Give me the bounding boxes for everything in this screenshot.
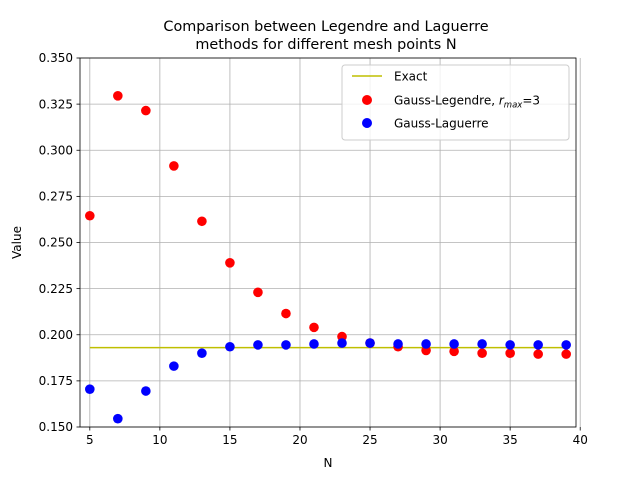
legend-legendre-label: Gauss-Legendre, rmax=3 (394, 94, 540, 111)
legendre-point (281, 308, 291, 319)
laguerre-point (533, 340, 543, 350)
legendre-point (309, 322, 319, 333)
y-tick-label: 0.275 (39, 190, 73, 204)
legendre-point (197, 216, 207, 227)
legendre-point (85, 210, 95, 221)
laguerre-point (365, 338, 375, 348)
x-tick-label: 30 (432, 433, 447, 447)
legendre-point (113, 91, 123, 101)
legendre-point (225, 257, 235, 268)
y-tick-label: 0.350 (39, 51, 73, 65)
laguerre-point (449, 339, 459, 349)
legend-exact-label: Exact (394, 70, 428, 84)
x-tick-label: 35 (503, 433, 518, 447)
laguerre-point (281, 340, 291, 350)
x-tick-label: 15 (222, 433, 237, 447)
legend-laguerre-marker (362, 118, 372, 128)
legendre-point (169, 161, 179, 171)
y-tick-label: 0.200 (39, 328, 73, 342)
x-axis-label: N (324, 456, 333, 470)
legend-legendre-sub: max (504, 101, 523, 111)
laguerre-point (421, 339, 431, 349)
laguerre-point (225, 341, 235, 352)
x-tick-label: 10 (152, 433, 167, 447)
laguerre-point (169, 361, 179, 371)
y-tick-label: 0.325 (39, 97, 73, 111)
y-tick-label: 0.225 (39, 282, 73, 296)
laguerre-point (253, 340, 263, 350)
y-tick-label: 0.150 (39, 420, 73, 434)
legend-legendre-marker (362, 95, 372, 105)
legend: Exact Gauss-Legendre, rmax=3 Gauss-Lague… (341, 64, 570, 141)
x-axis-ticks: 5 10 15 20 25 30 35 40 (86, 427, 588, 447)
laguerre-point (113, 413, 123, 424)
laguerre-point (141, 386, 151, 396)
legendre-point (505, 348, 515, 359)
laguerre-point (393, 339, 403, 349)
laguerre-point (85, 384, 95, 394)
legend-legendre-name: Gauss-Legendre, (394, 94, 499, 108)
laguerre-point (561, 340, 571, 350)
x-tick-label: 5 (86, 433, 94, 447)
legendre-point (533, 349, 543, 359)
laguerre-point (197, 348, 207, 359)
legendre-point (449, 346, 459, 357)
y-tick-label: 0.300 (39, 143, 73, 157)
y-tick-label: 0.175 (39, 374, 73, 388)
legend-legendre-var: r (499, 94, 505, 108)
y-axis-label: Value (10, 226, 24, 259)
x-tick-label: 40 (573, 433, 588, 447)
laguerre-point (337, 338, 347, 348)
legend-legendre-tail: =3 (522, 94, 540, 108)
y-axis-ticks: 0.150 0.175 0.200 0.225 0.250 0.275 0.300 0.325… (39, 51, 80, 434)
legendre-point (141, 105, 151, 116)
laguerre-point (505, 340, 515, 350)
legendre-point (253, 287, 263, 298)
x-tick-label: 25 (362, 433, 377, 447)
chart-title-line-2: methods for different mesh points N (195, 37, 456, 53)
legendre-point (561, 349, 571, 359)
legend-laguerre-label: Gauss-Laguerre (394, 117, 489, 131)
laguerre-point (309, 339, 319, 349)
y-tick-label: 0.250 (39, 236, 73, 250)
legend-box (341, 64, 570, 141)
chart-title-line-1: Comparison between Legendre and Laguerre (163, 19, 488, 35)
x-tick-label: 20 (292, 433, 307, 447)
laguerre-point (477, 339, 487, 349)
legendre-point (477, 348, 487, 359)
data-points (85, 91, 571, 424)
